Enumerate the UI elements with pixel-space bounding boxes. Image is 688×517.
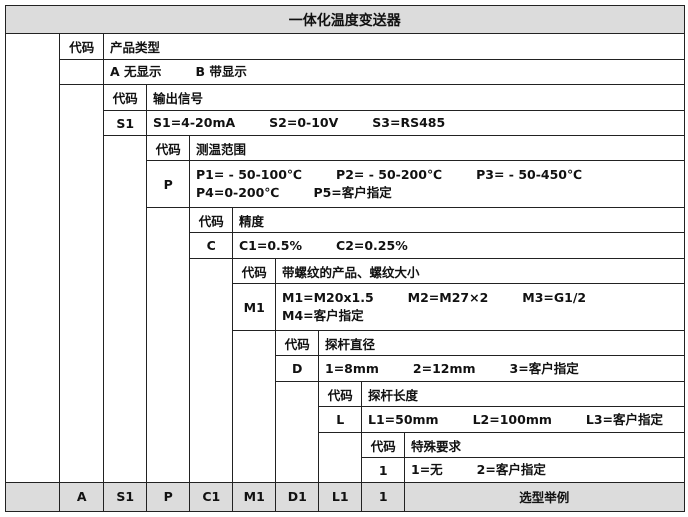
example-label: 选型举例 (404, 482, 685, 512)
blank-column (146, 207, 191, 484)
code-label: 代码 (59, 33, 105, 61)
option-item: M2=M27×2 (407, 290, 489, 306)
option-item: M4=客户指定 (282, 308, 364, 324)
option-item: M1=M20x1.5 (282, 290, 374, 306)
section-options: 1=无 2=客户指定 (404, 457, 685, 484)
section-code: M1 (232, 283, 277, 332)
option-line: 1=无 2=客户指定 (411, 461, 546, 479)
blank-column (103, 135, 148, 484)
blank-column (5, 33, 61, 484)
section-code: L (318, 406, 363, 434)
section-options: A 无显示 B 带显示 (103, 59, 685, 86)
blank-column (318, 432, 363, 484)
option-item: B 带显示 (195, 64, 247, 80)
code-label: 代码 (146, 135, 191, 162)
option-item: P1= - 50-100℃ (196, 167, 303, 183)
option-item: M3=G1/2 (522, 290, 587, 306)
section-code: P (146, 160, 191, 209)
option-item: 2=12mm (412, 360, 476, 376)
section-heading: 测温范围 (189, 135, 685, 162)
option-item: P4=0-200℃ (196, 185, 280, 201)
code-label: 代码 (361, 432, 406, 459)
option-item: S3=RS485 (372, 115, 446, 131)
option-item: 2=客户指定 (476, 462, 546, 478)
code-label: 代码 (232, 258, 277, 285)
option-item: P2= - 50-200℃ (336, 167, 443, 183)
blank-column (275, 381, 320, 484)
option-item: A 无显示 (110, 64, 162, 80)
example-code: L1 (318, 482, 363, 512)
example-code: P (146, 482, 191, 512)
section-heading: 产品类型 (103, 33, 685, 61)
option-line: M1=M20x1.5 M2=M27×2 M3=G1/2 (282, 289, 586, 307)
option-line: 1=8mm 2=12mm 3=客户指定 (325, 360, 579, 378)
section-heading: 探杆长度 (361, 381, 685, 408)
code-label: 代码 (189, 207, 234, 234)
table-title: 一体化温度变送器 (5, 5, 685, 35)
blank-column (59, 84, 105, 484)
example-code: M1 (232, 482, 277, 512)
option-item: S1=4-20mA (153, 115, 236, 131)
option-line: C1=0.5% C2=0.25% (239, 237, 408, 255)
section-code (59, 59, 105, 86)
option-item: P5=客户指定 (313, 185, 392, 201)
example-code: C1 (189, 482, 234, 512)
section-heading: 带螺纹的产品、螺纹大小 (275, 258, 685, 285)
code-label: 代码 (275, 330, 320, 357)
section-heading: 特殊要求 (404, 432, 685, 459)
section-options: M1=M20x1.5 M2=M27×2 M3=G1/2 M4=客户指定 (275, 283, 685, 332)
example-code: 1 (361, 482, 406, 512)
section-options: C1=0.5% C2=0.25% (232, 232, 685, 260)
option-item: 3=客户指定 (509, 360, 579, 376)
option-line: A 无显示 B 带显示 (110, 63, 247, 81)
section-heading: 输出信号 (146, 84, 685, 112)
option-line: P4=0-200℃ P5=客户指定 (196, 184, 392, 202)
option-item: L1=50mm (368, 411, 439, 427)
section-code: D (275, 355, 320, 383)
option-item: P3= - 50-450℃ (476, 167, 583, 183)
section-options: 1=8mm 2=12mm 3=客户指定 (318, 355, 685, 383)
option-item: L2=100mm (472, 411, 552, 427)
option-item: C1=0.5% (239, 237, 303, 253)
example-code: D1 (275, 482, 320, 512)
blank-column (232, 330, 277, 484)
code-label: 代码 (103, 84, 148, 112)
option-line: M4=客户指定 (282, 307, 364, 325)
option-line: L1=50mm L2=100mm L3=客户指定 (368, 411, 663, 429)
option-item: 1=无 (411, 462, 443, 478)
option-item: 1=8mm (325, 360, 379, 376)
section-options: S1=4-20mA S2=0-10V S3=RS485 (146, 110, 685, 137)
section-options: L1=50mm L2=100mm L3=客户指定 (361, 406, 685, 434)
section-code: C (189, 232, 234, 260)
option-line: S1=4-20mA S2=0-10V S3=RS485 (153, 114, 445, 132)
section-code: S1 (103, 110, 148, 137)
example-blank-cell (5, 482, 61, 512)
section-heading: 探杆直径 (318, 330, 685, 357)
code-label: 代码 (318, 381, 363, 408)
option-line: P1= - 50-100℃ P2= - 50-200℃ P3= - 50-450℃ (196, 166, 582, 184)
option-item: S2=0-10V (269, 115, 339, 131)
example-code: A (59, 482, 105, 512)
section-code: 1 (361, 457, 406, 484)
option-item: L3=客户指定 (585, 411, 664, 427)
section-options: P1= - 50-100℃ P2= - 50-200℃ P3= - 50-450℃ P… (189, 160, 685, 209)
section-heading: 精度 (232, 207, 685, 234)
example-code: S1 (103, 482, 148, 512)
option-item: C2=0.25% (336, 237, 408, 253)
blank-column (189, 258, 234, 484)
